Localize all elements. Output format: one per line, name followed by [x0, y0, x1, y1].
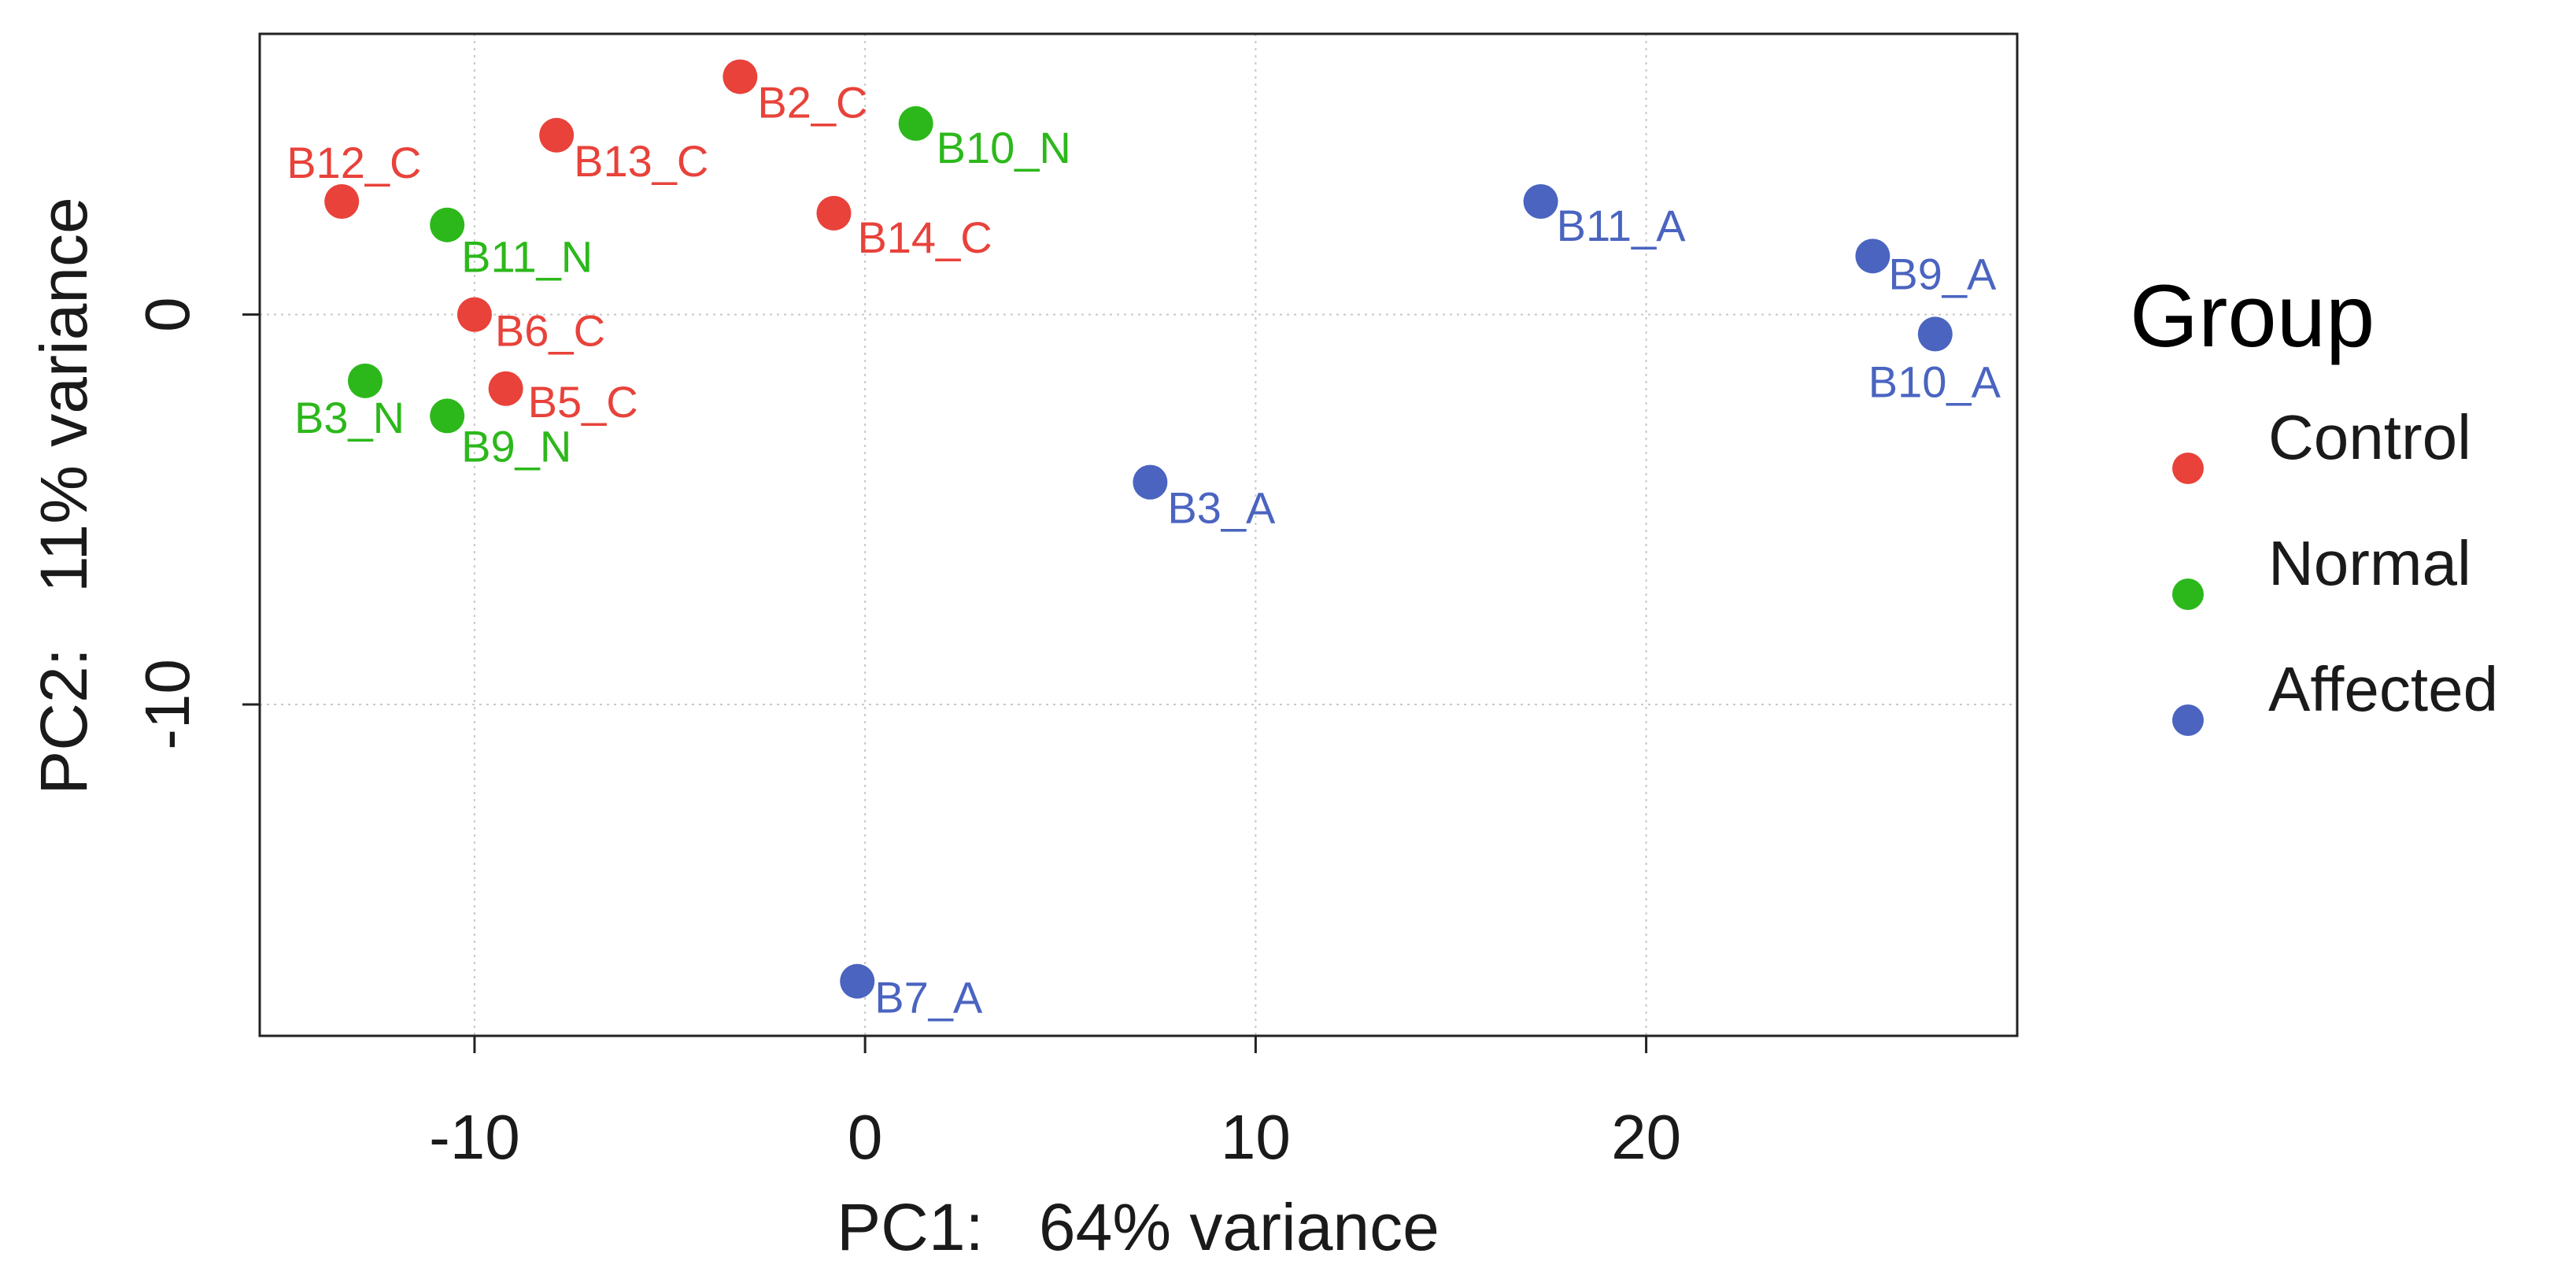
grid-lines [260, 34, 2017, 1036]
point-label-B3_A: B3_A [1167, 483, 1276, 533]
point-label-B2_C: B2_C [757, 77, 867, 127]
x-tick-label: 20 [1611, 1102, 1681, 1172]
x-tick-label: -10 [429, 1102, 520, 1172]
legend-label-affected: Affected [2268, 654, 2498, 724]
data-points [324, 59, 1953, 999]
point-label-B10_N: B10_N [937, 123, 1071, 172]
legend-marker-control [2172, 453, 2204, 484]
data-point-B3_A [1133, 464, 1168, 500]
y-tick-label: 0 [132, 297, 202, 332]
x-tick-label: 0 [848, 1102, 883, 1172]
data-point-B10_A [1917, 316, 1953, 352]
data-point-B2_C [723, 59, 758, 94]
legend-title: Group [2130, 267, 2375, 365]
y-tick-label: -10 [132, 659, 202, 750]
point-label-B7_A: B7_A [874, 973, 983, 1022]
legend-marker-normal [2172, 579, 2204, 610]
legend-label-normal: Normal [2268, 528, 2471, 598]
data-point-B5_C [488, 371, 523, 406]
plot-frame [258, 32, 2019, 1037]
data-point-B11_N [430, 207, 465, 242]
point-labels: B2_C B13_C B12_C B14_C B6_C B5_C B10_N B11_N B3_… [286, 77, 2001, 1022]
data-point-B10_N [898, 105, 933, 141]
data-point-B9_N [430, 398, 465, 434]
point-label-B9_N: B9_N [461, 421, 571, 471]
point-label-B3_N: B3_N [294, 393, 405, 442]
point-label-B11_N: B11_N [461, 232, 593, 282]
data-point-B7_A [840, 963, 875, 999]
data-point-B14_C [816, 195, 852, 231]
x-axis-title: PC1: 64% variance [837, 1190, 1440, 1264]
point-label-B12_C: B12_C [286, 138, 421, 187]
axes: -10 0 10 20 0 -10 [132, 297, 1681, 1172]
data-point-B9_A [1855, 238, 1890, 274]
data-point-B6_C [456, 297, 492, 332]
legend-label-control: Control [2268, 402, 2471, 472]
data-point-B12_C [324, 183, 360, 219]
data-point-B3_N [347, 363, 383, 398]
point-label-B6_C: B6_C [495, 306, 605, 356]
point-label-B11_A: B11_A [1557, 201, 1687, 250]
point-label-B13_C: B13_C [574, 136, 708, 186]
point-label-B5_C: B5_C [528, 377, 638, 427]
data-point-B11_A [1523, 183, 1558, 219]
y-axis-title: PC2: 11% variance [27, 197, 101, 795]
legend-marker-affected [2172, 704, 2204, 736]
point-label-B10_A: B10_A [1868, 357, 2001, 406]
data-point-B13_C [539, 117, 575, 153]
point-label-B14_C: B14_C [857, 213, 992, 262]
point-label-B9_A: B9_A [1888, 249, 1997, 298]
legend: Group Control Normal Affected [2130, 267, 2498, 736]
x-tick-label: 10 [1221, 1102, 1291, 1172]
